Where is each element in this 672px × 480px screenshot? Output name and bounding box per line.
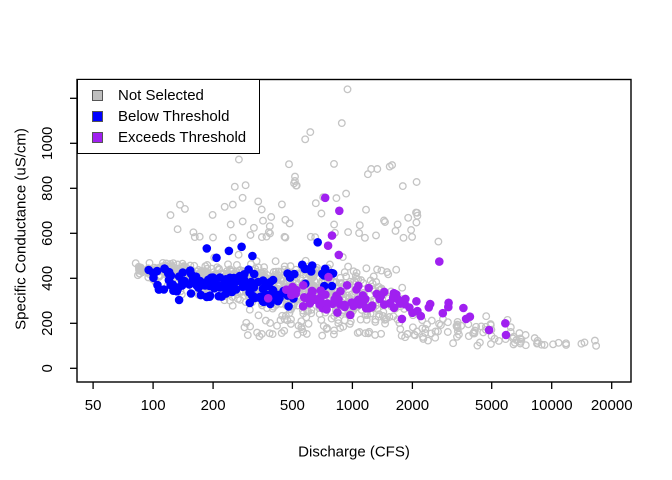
x-tick-label: 200 xyxy=(201,397,226,414)
y-tick-label: 1000 xyxy=(39,127,56,160)
y-tick-label: 200 xyxy=(39,311,56,336)
y-tick-label: 400 xyxy=(39,266,56,291)
y-tick-label: 800 xyxy=(39,176,56,201)
legend-label-not-selected: Not Selected xyxy=(118,87,204,104)
legend-swatch-exceeds-threshold xyxy=(92,132,103,143)
x-tick-label: 500 xyxy=(280,397,305,414)
y-tick-label: 600 xyxy=(39,221,56,246)
legend-item-exceeds-threshold: Exceeds Threshold xyxy=(78,129,259,147)
legend-swatch-below-threshold xyxy=(92,111,103,122)
series-exceeds-threshold xyxy=(263,193,511,340)
x-tick-label: 10000 xyxy=(531,397,573,414)
legend-item-below-threshold: Below Threshold xyxy=(78,108,259,126)
legend-item-not-selected: Not Selected xyxy=(78,87,259,105)
x-tick-label: 2000 xyxy=(396,397,429,414)
legend-swatch-not-selected xyxy=(92,90,103,101)
legend: Not Selected Below Threshold Exceeds Thr… xyxy=(77,79,260,154)
legend-label-below-threshold: Below Threshold xyxy=(118,108,230,125)
legend-label-exceeds-threshold: Exceeds Threshold xyxy=(118,129,247,146)
y-tick-label: 0 xyxy=(39,364,56,372)
x-tick-label: 1000 xyxy=(336,397,369,414)
x-tick-label: 50 xyxy=(85,397,102,414)
x-tick-label: 20000 xyxy=(591,397,633,414)
plot-box xyxy=(76,78,632,383)
x-tick-label: 5000 xyxy=(475,397,508,414)
x-tick-label: 100 xyxy=(141,397,166,414)
y-axis-title: Specific Conductance (uS/cm) xyxy=(12,128,30,330)
x-axis-title: Discharge (CFS) xyxy=(298,443,410,461)
